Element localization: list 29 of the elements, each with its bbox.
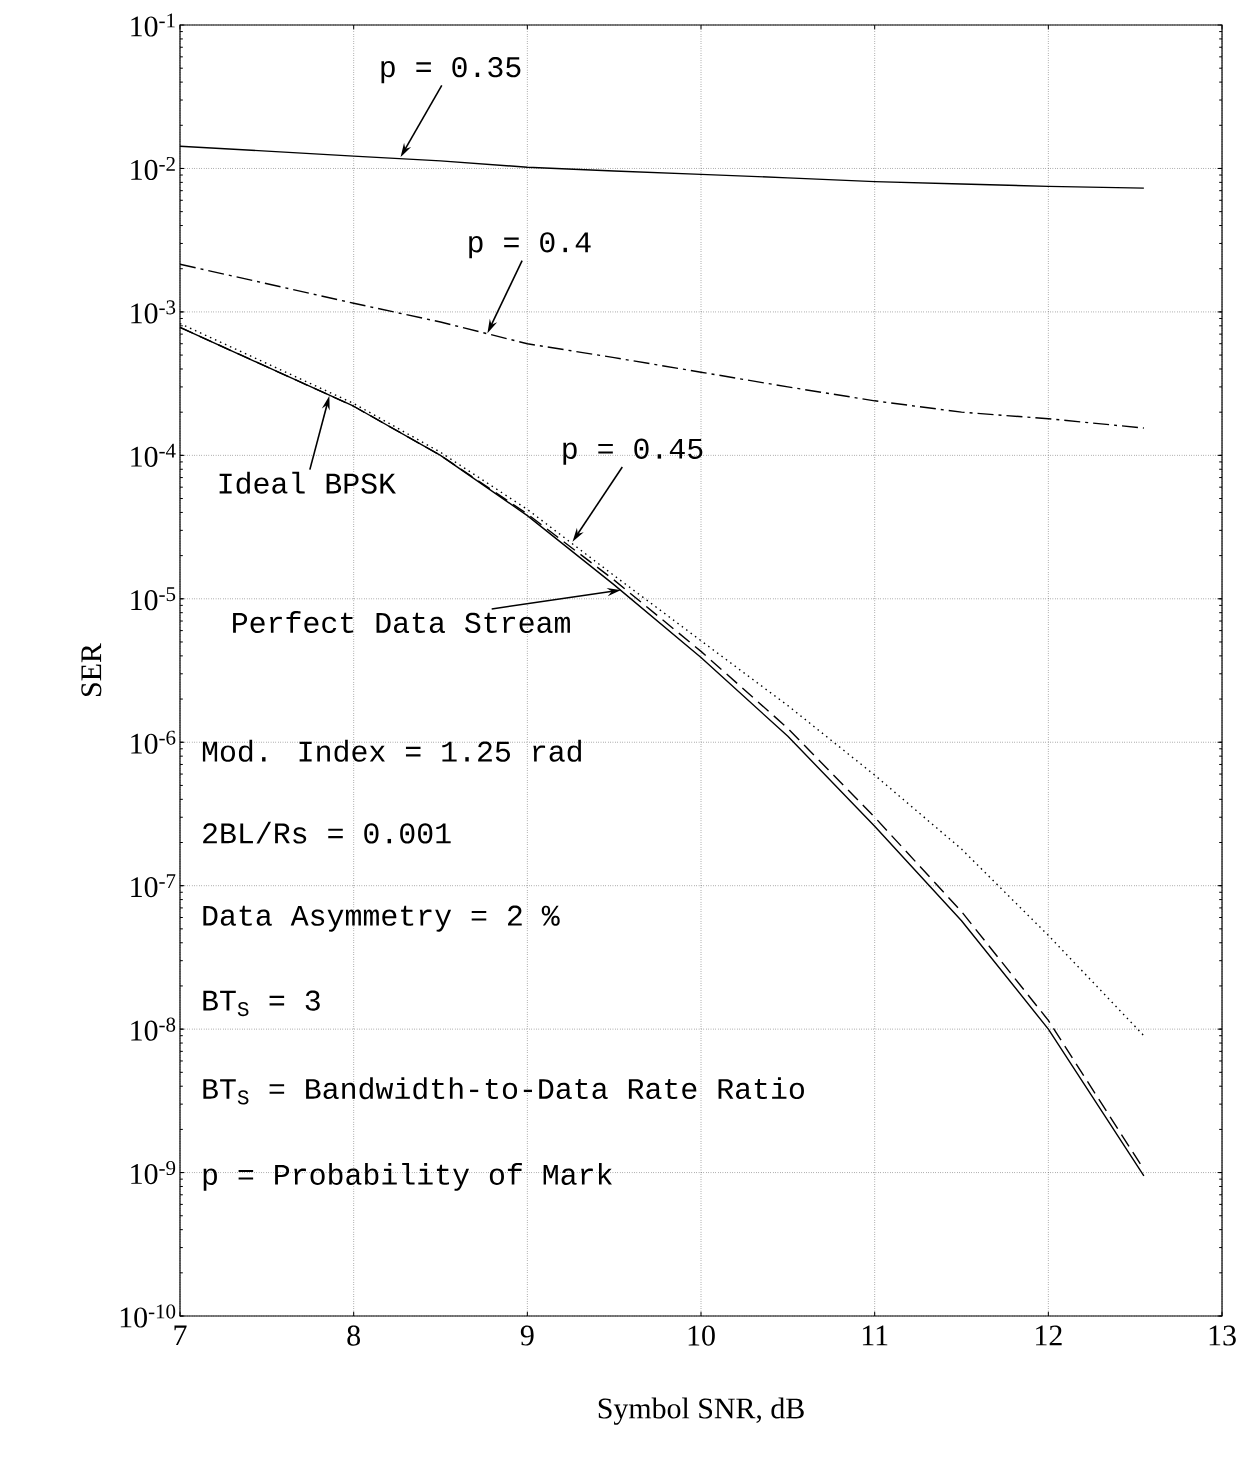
- y-tick-label: 10$^{-8}$: [131, 1017, 176, 1041]
- annotation: Perfect Data Stream: [233, 611, 570, 634]
- x-tick-label: 7: [174, 1325, 187, 1346]
- annotation: Data Asymmetry = 2 %: [203, 905, 560, 932]
- annotation: p = 0.45: [563, 438, 703, 465]
- y-tick-label: 10$^{-1}$: [131, 13, 175, 37]
- annotation: Ideal BPSK: [219, 471, 396, 494]
- y-tick-label: 10$^{-5}$: [131, 587, 176, 611]
- x-tick-label: 11: [862, 1325, 888, 1346]
- annotation: Mod. Index = 1.25 rad: [202, 739, 581, 762]
- x-tick-label: 12: [1036, 1325, 1062, 1346]
- annotation: p = 0.4: [469, 232, 591, 259]
- annotation: p = 0.35: [381, 57, 521, 84]
- y-tick-label: 10$^{-6}$: [131, 730, 176, 754]
- annotation: 2BL/Rs = 0.001: [203, 821, 451, 844]
- x-axis-title: Symbol SNR, dB: [598, 1397, 804, 1425]
- x-tick-label: 13: [1209, 1325, 1236, 1346]
- y-tick-label: 10$^{-4}$: [131, 443, 176, 467]
- annotation: BT$_{S}$ = Bandwidth-to-Data Rate Ratio: [203, 1077, 804, 1105]
- annotation: p = Probability of Mark: [203, 1162, 612, 1191]
- y-tick-label: 10$^{-9}$: [131, 1161, 176, 1185]
- y-tick-label: 10$^{-3}$: [131, 300, 176, 324]
- x-tick-label: 8: [347, 1325, 361, 1346]
- annotation: BT$_{S}$ = 3: [203, 990, 320, 1017]
- x-tick-label: 10: [688, 1325, 715, 1346]
- y-axis-title: SER: [81, 643, 102, 696]
- x-tick-label: 9: [520, 1325, 534, 1346]
- y-tick-label: 10$^{-2}$: [131, 156, 175, 181]
- y-tick-label: 10$^{-7}$: [131, 874, 176, 898]
